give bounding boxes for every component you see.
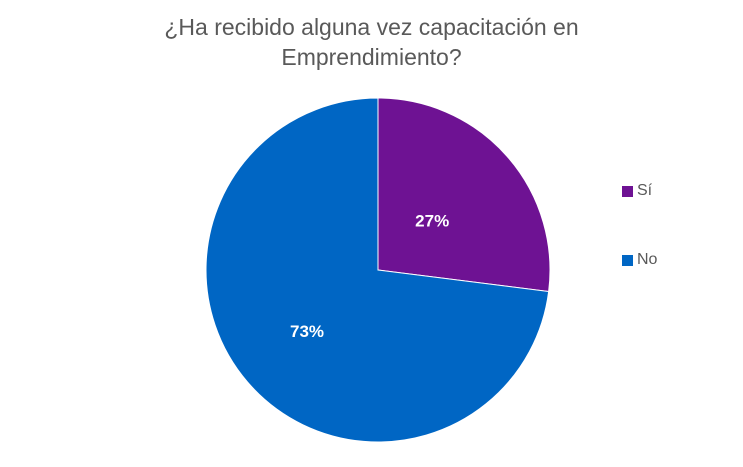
legend-item-si: Sí bbox=[622, 182, 652, 200]
chart-title-line-1: ¿Ha recibido alguna vez capacitación en bbox=[164, 14, 579, 40]
chart-title: ¿Ha recibido alguna vez capacitación en … bbox=[0, 12, 743, 72]
pie-slice-label-si: 27% bbox=[415, 212, 449, 231]
pie-slice-no bbox=[205, 97, 550, 443]
pie-slice-label-no: 73% bbox=[290, 322, 324, 341]
legend-swatch-no bbox=[622, 254, 633, 266]
legend-swatch-si bbox=[622, 185, 633, 197]
pie-slices bbox=[205, 97, 551, 443]
chart-title-line-2: Emprendimiento? bbox=[281, 44, 462, 70]
pie-slice-si bbox=[377, 97, 551, 293]
legend-label-si: Sí bbox=[637, 182, 653, 199]
pie-slice-labels: 27% 73% bbox=[290, 212, 449, 341]
legend-item-no: No bbox=[622, 251, 657, 269]
legend-label-no: No bbox=[637, 251, 658, 268]
